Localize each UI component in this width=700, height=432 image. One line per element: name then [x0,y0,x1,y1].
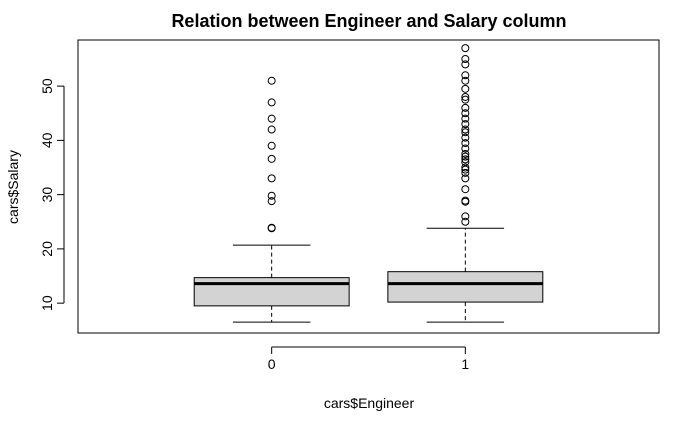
box-iqr [387,271,544,303]
outlier-point [461,84,470,93]
outlier-point [461,71,470,80]
outlier-point [461,152,470,161]
outlier-point [267,223,276,232]
outlier-point [461,174,470,183]
outlier-point [461,95,470,104]
y-tick-label: 40 [39,132,55,148]
outlier-point [267,98,276,107]
outlier-point [461,128,470,137]
boxes [193,44,544,323]
outlier-point [461,196,470,205]
outlier-point [461,60,470,69]
outlier-point [267,76,276,85]
y-tick-label: 10 [39,295,55,311]
x-axis-label: cars$Engineer [324,395,415,411]
outlier-point [461,185,470,194]
outlier-point [461,212,470,221]
outlier-point [267,174,276,183]
outlier-point [267,197,276,206]
x-tick-label: 0 [268,356,276,372]
outlier-point [267,191,276,200]
outlier-point [461,133,470,142]
box-group-0 [193,76,350,323]
outlier-point [461,155,470,164]
outlier-point [461,44,470,53]
outlier-point [267,125,276,134]
x-tick-label: 1 [461,356,469,372]
outlier-point [461,103,470,112]
plot-frame [77,39,660,334]
outlier-point [461,163,470,172]
outlier-point [461,144,470,153]
box-iqr [193,277,350,307]
outlier-point [267,154,276,163]
y-axis: 10 20 30 40 50 [39,78,65,311]
outlier-point [461,54,470,63]
outlier-point [461,125,470,134]
outlier-point [461,120,470,129]
outlier-point [267,141,276,150]
y-tick-label: 20 [39,241,55,257]
outlier-point [461,149,470,158]
outlier-point [461,114,470,123]
chart-title: Relation between Engineer and Salary col… [171,11,566,31]
outlier-point [461,76,470,85]
outlier-point [267,114,276,123]
outlier-point [461,139,470,148]
box-group-1 [387,44,544,323]
outlier-point [461,158,470,167]
y-tick-label: 50 [39,78,55,94]
outlier-point [461,109,470,118]
outlier-point [461,168,470,177]
y-tick-label: 30 [39,187,55,203]
outlier-point [461,217,470,226]
outlier-point [461,165,470,174]
y-axis-label: cars$Salary [5,150,21,224]
outlier-point [461,92,470,101]
